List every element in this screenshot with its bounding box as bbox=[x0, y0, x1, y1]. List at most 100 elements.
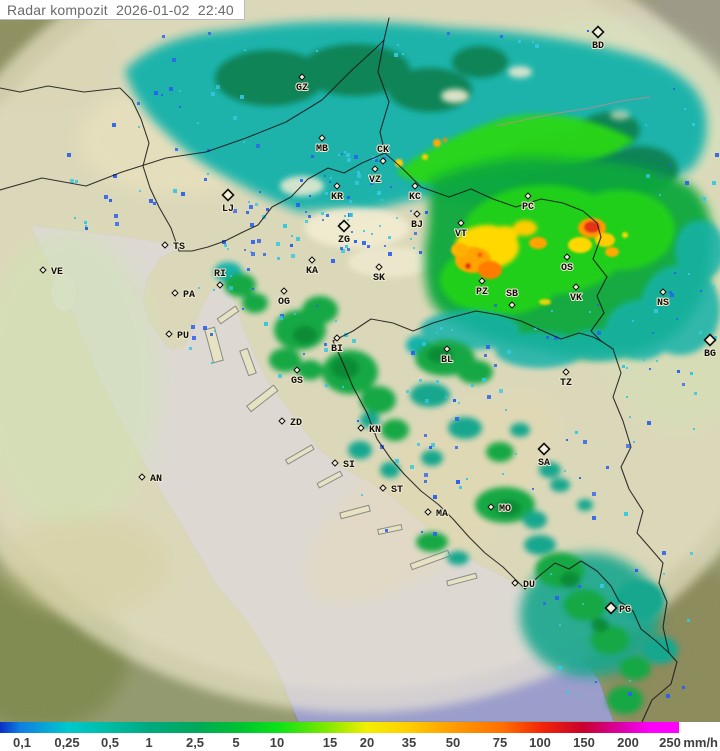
city-diamond-icon bbox=[478, 277, 486, 285]
city-diamond-icon bbox=[375, 263, 383, 271]
city-marker-an: AN bbox=[138, 473, 163, 486]
city-diamond-icon bbox=[318, 134, 326, 142]
legend-tick: 150 bbox=[573, 735, 595, 750]
capital-diamond-icon bbox=[703, 333, 717, 347]
city-marker-ka: KA bbox=[305, 256, 319, 278]
city-marker-ri: RI bbox=[213, 268, 227, 289]
city-label: VE bbox=[51, 267, 63, 278]
city-diamond-icon bbox=[171, 289, 179, 297]
city-diamond-icon bbox=[308, 256, 316, 264]
city-marker-zd: ZD bbox=[278, 417, 303, 430]
title-spacer bbox=[108, 2, 116, 18]
colorbar bbox=[0, 722, 679, 733]
city-marker-pg: PG bbox=[604, 601, 632, 617]
city-diamond-icon bbox=[413, 210, 421, 218]
city-diamond-icon bbox=[293, 366, 301, 374]
city-marker-bd: BD bbox=[591, 25, 605, 53]
city-label: CK bbox=[377, 145, 389, 156]
intensity-legend: 0,1 0,25 0,5 1 2,5 5 10 15 20 35 50 75 100 150 200 250 … bbox=[0, 722, 720, 751]
city-label: ZD bbox=[290, 418, 302, 429]
legend-tick: 100 bbox=[529, 735, 551, 750]
precipitation-layer bbox=[67, 21, 720, 714]
city-marker-sb: SB bbox=[505, 288, 519, 309]
legend-tick: 20 bbox=[359, 735, 375, 750]
city-diamond-icon bbox=[563, 253, 571, 261]
city-diamond-icon bbox=[39, 266, 47, 274]
city-marker-ma: MA bbox=[424, 508, 449, 521]
legend-tick: 200 bbox=[617, 735, 639, 750]
city-marker-bg: BG bbox=[703, 333, 717, 361]
city-marker-ns: NS bbox=[656, 288, 670, 310]
city-marker-vk: VK bbox=[569, 283, 583, 305]
city-label: SK bbox=[373, 273, 385, 284]
legend-tick: 50 bbox=[445, 735, 461, 750]
city-marker-vz: VZ bbox=[368, 165, 382, 187]
legend-tick: 5 bbox=[232, 735, 240, 750]
legend-tick: 75 bbox=[492, 735, 508, 750]
city-marker-sk: SK bbox=[372, 263, 386, 285]
city-label: BJ bbox=[411, 220, 423, 231]
city-marker-mo: MO bbox=[487, 503, 512, 516]
city-label: PZ bbox=[476, 287, 488, 298]
city-label: PG bbox=[619, 605, 631, 616]
legend-tick: 0,1 bbox=[12, 735, 32, 750]
city-label: VZ bbox=[369, 175, 381, 186]
city-label: AN bbox=[150, 474, 162, 485]
city-diamond-icon bbox=[298, 73, 306, 81]
city-marker-os: OS bbox=[560, 253, 574, 275]
city-label: TZ bbox=[560, 378, 572, 389]
city-label: SA bbox=[538, 458, 550, 469]
city-diamond-icon bbox=[411, 182, 419, 190]
city-diamond-icon bbox=[357, 424, 365, 432]
city-diamond-icon bbox=[424, 508, 432, 516]
city-label: GS bbox=[291, 376, 303, 387]
title-bar: Radar kompozit 2026-01-02 22:40 bbox=[0, 0, 245, 20]
city-marker-pz: PZ bbox=[475, 277, 489, 299]
city-label: VK bbox=[570, 293, 582, 304]
city-marker-kr: KR bbox=[330, 182, 344, 204]
city-diamond-icon bbox=[508, 301, 516, 309]
city-marker-si: SI bbox=[331, 459, 356, 472]
city-marker-kc: KC bbox=[408, 182, 422, 204]
city-marker-og: OG bbox=[277, 287, 291, 309]
city-diamond-icon bbox=[216, 281, 224, 289]
country-borders bbox=[0, 17, 678, 722]
city-marker-ck: CK bbox=[376, 144, 390, 165]
city-marker-ts: TS bbox=[161, 241, 186, 254]
city-diamond-icon bbox=[331, 459, 339, 467]
city-label: RI bbox=[214, 269, 226, 280]
city-label: OS bbox=[561, 263, 573, 274]
city-diamond-icon bbox=[524, 192, 532, 200]
city-label: PA bbox=[183, 290, 195, 301]
precip-speckles bbox=[67, 30, 719, 698]
city-diamond-icon bbox=[371, 165, 379, 173]
city-label: SI bbox=[343, 460, 355, 471]
capital-diamond-icon bbox=[337, 219, 351, 233]
city-label: GZ bbox=[296, 83, 308, 94]
city-marker-st: ST bbox=[379, 484, 404, 497]
legend-unit: mm/h bbox=[683, 735, 718, 750]
city-marker-gs: GS bbox=[290, 366, 304, 388]
capital-diamond-icon bbox=[604, 601, 618, 615]
city-label: PC bbox=[522, 202, 534, 213]
city-label: BL bbox=[441, 355, 453, 366]
city-diamond-icon bbox=[333, 182, 341, 190]
city-diamond-icon bbox=[138, 473, 146, 481]
city-label: TS bbox=[173, 242, 185, 253]
city-label: BG bbox=[704, 349, 716, 360]
city-label: KA bbox=[306, 266, 318, 277]
city-diamond-icon bbox=[278, 417, 286, 425]
title-spacer2 bbox=[190, 2, 198, 18]
city-marker-pu: PU bbox=[165, 330, 190, 343]
city-diamond-icon bbox=[443, 345, 451, 353]
capital-diamond-icon bbox=[591, 25, 605, 39]
legend-tick: 35 bbox=[401, 735, 417, 750]
city-diamond-icon bbox=[333, 334, 341, 342]
city-label: ZG bbox=[338, 235, 350, 246]
city-label: DU bbox=[523, 580, 535, 591]
city-label: OG bbox=[278, 297, 290, 308]
city-label: KR bbox=[331, 192, 343, 203]
city-diamond-icon bbox=[457, 219, 465, 227]
city-marker-du: DU bbox=[511, 579, 536, 592]
